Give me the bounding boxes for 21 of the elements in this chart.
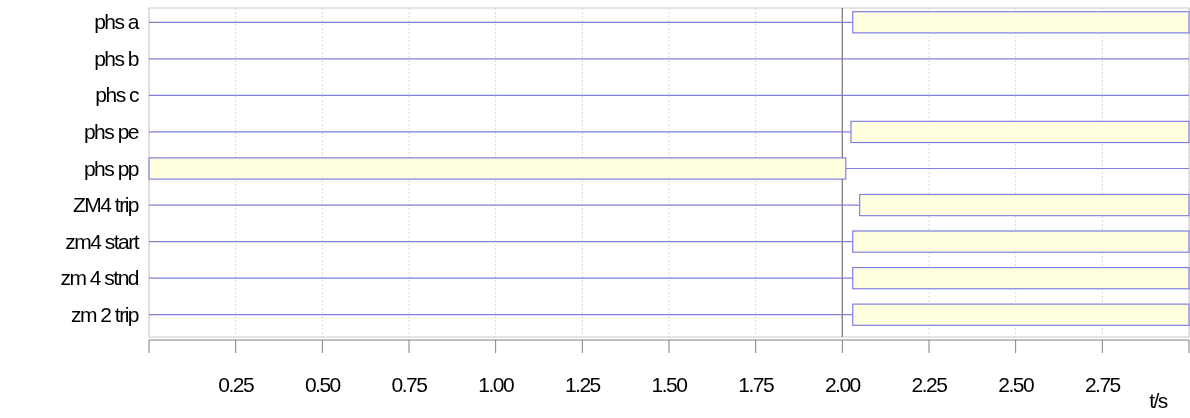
y-tick-label: zm 4 stnd	[60, 266, 139, 290]
x-tick-label: 2.75	[1084, 373, 1121, 396]
y-tick-label: phs pp	[83, 156, 139, 180]
x-tick-label: 2.50	[998, 373, 1034, 396]
y-tick-label: ZM4 trip	[72, 193, 139, 217]
y-tick-label: phs b	[94, 46, 139, 70]
y-tick-label: zm 2 trip	[70, 302, 139, 326]
x-tick-label: 1.00	[478, 373, 514, 396]
y-tick-label: phs c	[95, 83, 139, 107]
x-tick-label: 1.25	[564, 373, 601, 396]
x-tick-label: 0.75	[391, 373, 428, 396]
y-tick-label: zm4 start	[65, 229, 140, 253]
x-tick-label: 1.50	[651, 373, 688, 396]
x-tick-label: 0.50	[304, 373, 341, 396]
x-tick-label: 1.75	[738, 373, 774, 396]
x-tick-label: 2.25	[911, 373, 948, 396]
y-tick-label: phs pe	[83, 119, 139, 143]
x-axis-title: t/s	[1149, 389, 1168, 412]
y-tick-label: phs a	[94, 10, 140, 34]
x-tick-label: 2.00	[824, 373, 861, 396]
x-tick-label: 0.25	[218, 373, 254, 396]
